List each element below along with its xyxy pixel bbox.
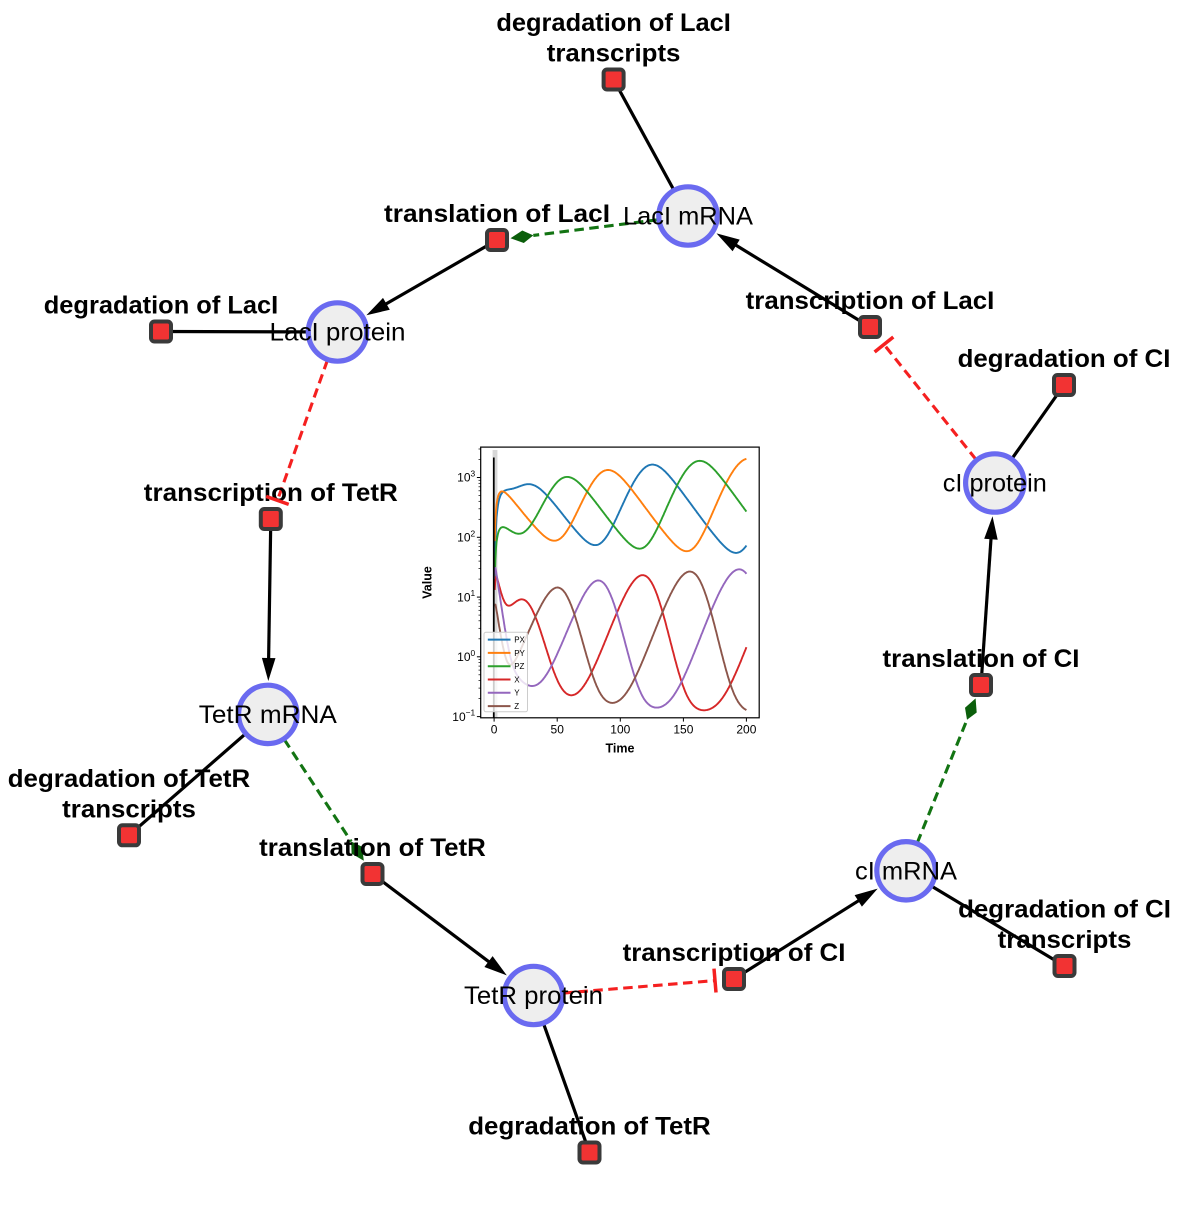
svg-text:PY: PY xyxy=(514,649,525,658)
svg-text:Value: Value xyxy=(421,566,435,599)
svg-text:150: 150 xyxy=(673,722,693,736)
svg-text:PZ: PZ xyxy=(514,662,524,671)
svg-text:50: 50 xyxy=(551,722,565,736)
svg-text:degradation of TetR: degradation of TetR xyxy=(468,1113,711,1141)
svg-text:transcripts: transcripts xyxy=(62,795,196,823)
svg-text:X: X xyxy=(514,675,520,684)
svg-text:PX: PX xyxy=(514,636,525,645)
svg-text:0: 0 xyxy=(491,722,498,736)
svg-text:200: 200 xyxy=(736,722,756,736)
svg-text:degradation of LacI: degradation of LacI xyxy=(496,9,731,37)
svg-text:cI mRNA: cI mRNA xyxy=(855,858,957,886)
svg-text:Z: Z xyxy=(514,702,519,711)
svg-text:transcripts: transcripts xyxy=(998,926,1132,954)
svg-text:transcripts: transcripts xyxy=(547,40,681,68)
svg-text:100: 100 xyxy=(610,722,630,736)
svg-text:degradation of CI: degradation of CI xyxy=(958,896,1171,924)
svg-text:Time: Time xyxy=(606,741,635,755)
svg-text:transcription of TetR: transcription of TetR xyxy=(144,479,398,507)
svg-text:TetR mRNA: TetR mRNA xyxy=(199,701,337,729)
svg-text:TetR protein: TetR protein xyxy=(464,982,603,1010)
svg-text:LacI mRNA: LacI mRNA xyxy=(623,203,753,231)
svg-text:degradation of LacI: degradation of LacI xyxy=(44,292,279,320)
svg-text:transcription of LacI: transcription of LacI xyxy=(746,287,995,315)
svg-text:degradation of TetR: degradation of TetR xyxy=(8,765,250,793)
svg-text:translation of TetR: translation of TetR xyxy=(259,834,486,862)
svg-text:degradation of CI: degradation of CI xyxy=(958,345,1171,373)
svg-text:cI protein: cI protein xyxy=(943,470,1047,498)
svg-text:translation of LacI: translation of LacI xyxy=(384,200,610,228)
svg-text:Y: Y xyxy=(514,689,520,698)
svg-text:translation of CI: translation of CI xyxy=(883,645,1080,673)
svg-text:LacI protein: LacI protein xyxy=(270,319,406,347)
svg-text:transcription of CI: transcription of CI xyxy=(623,939,846,967)
